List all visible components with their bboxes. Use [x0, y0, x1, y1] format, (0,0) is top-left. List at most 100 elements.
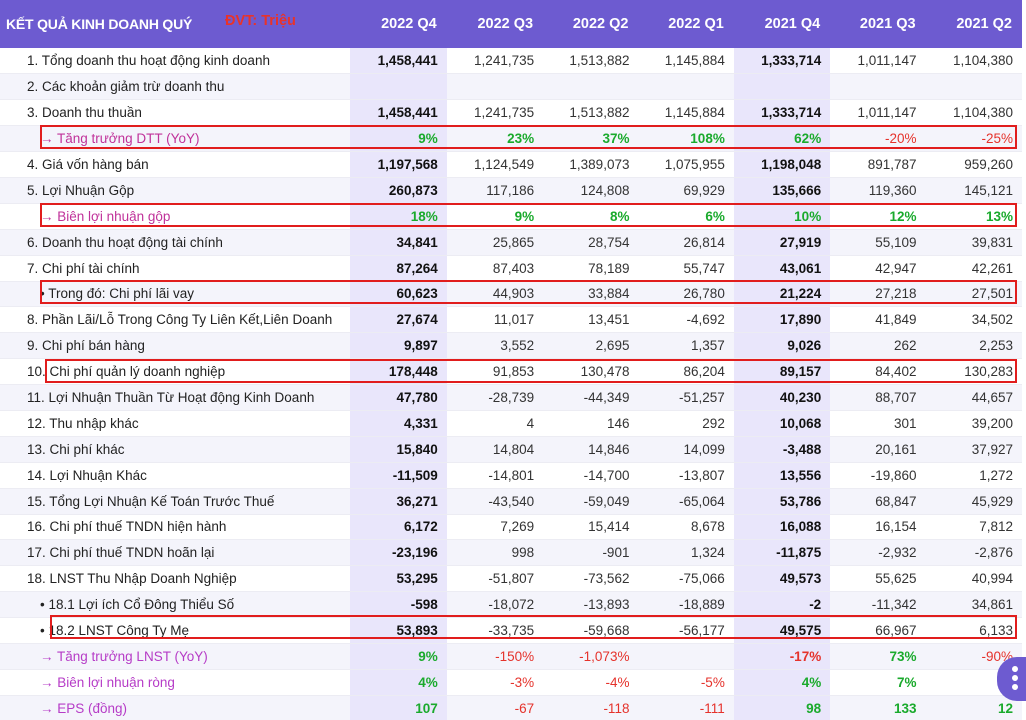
row-label: 17. Chi phí thuế TNDN hoãn lại	[0, 539, 351, 567]
cell-value: -3,488	[733, 436, 831, 463]
cell-value: -11,509	[350, 462, 447, 489]
cell-value: 1,198,048	[733, 151, 831, 178]
cell-value: -11,342	[830, 591, 926, 619]
cell-value	[350, 73, 447, 101]
cell-value: 42,947	[830, 255, 926, 282]
cell-value	[446, 73, 544, 101]
cell-value: 133	[830, 695, 926, 720]
cell-value: 1,513,882	[543, 48, 639, 75]
cell-value: 1,011,147	[830, 48, 926, 75]
cell-value	[925, 73, 1022, 101]
row-label: 5. Lợi Nhuận Gộp	[0, 177, 351, 204]
table-row: 1. Tổng doanh thu hoạt động kinh doanh 1,…	[0, 48, 1022, 75]
cell-value: -14,700	[543, 462, 639, 489]
cell-value: -51,257	[638, 384, 734, 411]
cell-value: 178,448	[350, 358, 447, 386]
cell-value: 34,841	[350, 229, 447, 256]
cell-value	[638, 643, 734, 670]
cell-value: 1,333,714	[733, 48, 831, 75]
cell-value: -17%	[733, 643, 831, 670]
cell-value: -11,875	[733, 539, 831, 567]
table-row: • 18.1 Lợi ích Cổ Đông Thiểu Số -598 -18,0…	[0, 591, 1022, 619]
cell-value: 13,451	[543, 306, 639, 334]
cell-value: -2,932	[830, 539, 926, 567]
table-row: → EPS (đồng) 107 -67 -118 -111 98 133 12	[0, 695, 1022, 720]
table-row: 15. Tổng Lợi Nhuận Kế Toán Trước Thuế 36,…	[0, 488, 1022, 515]
table-row: 18. LNST Thu Nhập Doanh Nghiệp 53,295 -51,…	[0, 565, 1022, 593]
row-label: 6. Doanh thu hoạt động tài chính	[0, 229, 351, 256]
cell-value: -43,540	[446, 488, 544, 515]
cell-value: 87,403	[446, 255, 544, 282]
table-row: 16. Chi phí thuế TNDN hiện hành 6,172 7,26…	[0, 514, 1022, 541]
period-header[interactable]: 2022 Q2	[543, 0, 639, 48]
period-header[interactable]: 2022 Q1	[638, 0, 734, 48]
cell-value: 4,331	[350, 410, 447, 437]
cell-value: 1,241,735	[446, 99, 544, 127]
cell-value: 23%	[446, 125, 544, 153]
more-vertical-icon	[1012, 666, 1018, 692]
cell-value: 1,458,441	[350, 99, 447, 127]
cell-value: 39,200	[925, 410, 1022, 437]
cell-value: 1,104,380	[925, 99, 1022, 127]
cell-value: 13,556	[733, 462, 831, 489]
cell-value: -18,889	[638, 591, 734, 619]
floating-menu-button[interactable]	[997, 657, 1026, 701]
cell-value	[830, 73, 926, 101]
table-row: 7. Chi phí tài chính 87,264 87,403 78,189 55…	[0, 255, 1022, 282]
table-row: 6. Doanh thu hoạt động tài chính 34,841 25…	[0, 229, 1022, 256]
cell-value: 262	[830, 332, 926, 360]
table-row: 10. Chi phí quản lý doanh nghiệp 178,448 9…	[0, 358, 1022, 386]
cell-value: 44,903	[446, 281, 544, 308]
table-row: 11. Lợi Nhuận Thuần Từ Hoạt động Kinh Do…	[0, 384, 1022, 411]
cell-value: 16,154	[830, 514, 926, 541]
cell-value: 14,804	[446, 436, 544, 463]
cell-value: -28,739	[446, 384, 544, 411]
table-row: 4. Giá vốn hàng bán 1,197,568 1,124,549 1,3…	[0, 151, 1022, 178]
cell-value: 27,674	[350, 306, 447, 334]
period-header[interactable]: 2021 Q2	[925, 0, 1022, 48]
cell-value: 43,061	[733, 255, 831, 282]
cell-value: 12%	[830, 203, 926, 230]
cell-value: 10,068	[733, 410, 831, 437]
row-label: 10. Chi phí quản lý doanh nghiệp	[0, 358, 351, 386]
table-row: • Trong đó: Chi phí lãi vay 60,623 44,903 3…	[0, 281, 1022, 308]
cell-value: -59,049	[543, 488, 639, 515]
cell-value: 27,919	[733, 229, 831, 256]
cell-value: -4,692	[638, 306, 734, 334]
cell-value: 9%	[350, 125, 447, 153]
cell-value: -44,349	[543, 384, 639, 411]
cell-value: -67	[446, 695, 544, 720]
cell-value: 1,124,549	[446, 151, 544, 178]
row-label: 8. Phần Lãi/Lỗ Trong Công Ty Liên Kết,Li…	[0, 306, 351, 334]
cell-value: 98	[733, 695, 831, 720]
cell-value: -5%	[638, 669, 734, 696]
cell-value: 27,501	[925, 281, 1022, 308]
cell-value: 68,847	[830, 488, 926, 515]
cell-value: -25%	[925, 125, 1022, 153]
table-row: 17. Chi phí thuế TNDN hoãn lại -23,196 998…	[0, 539, 1022, 567]
row-label: → Tăng trưởng DTT (YoY)	[0, 125, 351, 153]
period-header[interactable]: 2022 Q3	[446, 0, 544, 48]
cell-value: 12	[925, 695, 1022, 720]
cell-value: 4%	[733, 669, 831, 696]
cell-value: 9%	[350, 643, 447, 670]
cell-value: 11,017	[446, 306, 544, 334]
cell-value: -2	[733, 591, 831, 619]
cell-value: 66,967	[830, 617, 926, 644]
cell-value: 10%	[733, 203, 831, 230]
cell-value: 78,189	[543, 255, 639, 282]
cell-value: -75,066	[638, 565, 734, 593]
period-header[interactable]: 2022 Q4	[350, 0, 447, 48]
period-header[interactable]: 2021 Q3	[830, 0, 926, 48]
cell-value: 26,780	[638, 281, 734, 308]
table-row: 5. Lợi Nhuận Gộp 260,873 117,186 124,808 69,…	[0, 177, 1022, 204]
cell-value: 84,402	[830, 358, 926, 386]
cell-value: 119,360	[830, 177, 926, 204]
cell-value: 6,172	[350, 514, 447, 541]
cell-value: 60,623	[350, 281, 447, 308]
row-label: 7. Chi phí tài chính	[0, 255, 351, 282]
period-header[interactable]: 2021 Q4	[733, 0, 831, 48]
cell-value: 1,458,441	[350, 48, 447, 75]
